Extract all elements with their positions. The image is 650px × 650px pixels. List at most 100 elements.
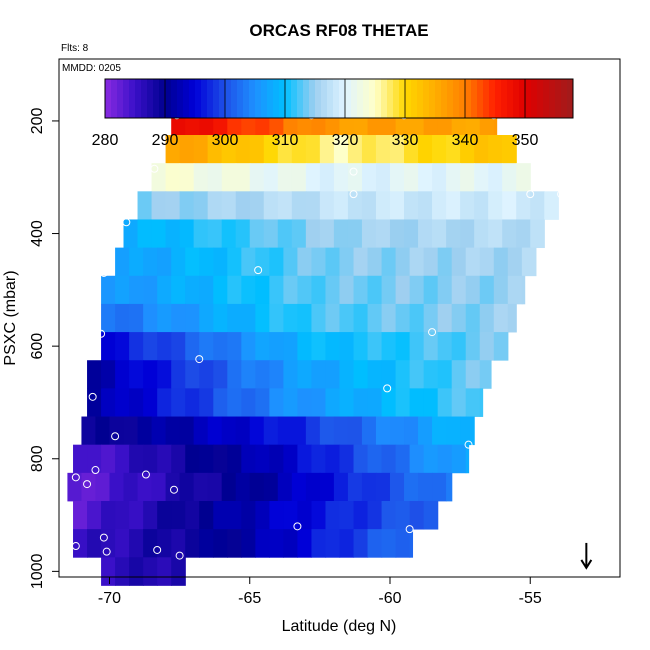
heatmap-cell	[129, 247, 144, 277]
colorbar-cell	[309, 79, 316, 118]
heatmap-cell	[423, 360, 439, 389]
heatmap-cell	[101, 500, 116, 530]
heatmap-cell	[488, 191, 503, 220]
observation-points	[71, 111, 566, 560]
heatmap-cell	[451, 388, 467, 417]
heatmap-cell	[530, 219, 545, 249]
colorbar-cell	[297, 79, 304, 118]
heatmap-cell	[297, 247, 313, 277]
heatmap-cell	[367, 388, 383, 417]
colorbar-cell	[369, 79, 376, 118]
heatmap-cell	[157, 247, 172, 277]
heatmap-cell	[123, 219, 139, 249]
heatmap-cell	[367, 500, 383, 530]
heatmap-cell	[277, 163, 293, 192]
colorbar-cell	[507, 79, 514, 118]
heatmap-cell	[451, 303, 467, 333]
heatmap-cell	[213, 275, 228, 305]
heatmap-cell	[185, 332, 200, 361]
heatmap-cell	[395, 275, 411, 305]
heatmap-cell	[389, 135, 405, 164]
heatmap-cell	[283, 500, 299, 530]
heatmap-cell	[193, 191, 209, 220]
heatmap-cell	[333, 472, 349, 502]
heatmap-cell	[143, 275, 158, 305]
x-tick-label: -70	[98, 590, 121, 607]
heatmap-cell	[418, 219, 433, 249]
colorbar-frame	[104, 78, 574, 119]
heatmap-cell	[339, 247, 355, 277]
heatmap-cell	[291, 472, 307, 502]
heatmap-cell	[319, 163, 335, 192]
observation-point	[254, 266, 263, 275]
colorbar-cell	[303, 79, 310, 118]
colorbar-tick-label: 350	[512, 132, 539, 149]
observation-point	[88, 392, 97, 401]
heatmap-cell	[423, 332, 439, 361]
heatmap-cell	[319, 191, 335, 220]
colorbar-cell	[189, 79, 196, 118]
heatmap-cell	[185, 247, 200, 277]
heatmap-cell	[213, 529, 228, 558]
heatmap-cell	[129, 388, 144, 417]
heatmap-cell	[319, 135, 335, 164]
colorbar-cell	[375, 79, 382, 118]
heatmap-cell	[353, 444, 369, 474]
heatmap-cell	[521, 247, 537, 277]
heatmap-cell	[339, 500, 355, 530]
heatmap-cell	[73, 500, 88, 530]
colorbar-cell	[447, 79, 454, 118]
colorbar-cell	[399, 79, 406, 118]
heatmap-cell	[227, 275, 242, 305]
y-axis-label: PSXC (mbar)	[2, 270, 19, 365]
colorbar-cell	[117, 79, 124, 118]
heatmap-cell	[185, 303, 200, 333]
y-tick-label: 1000	[29, 553, 46, 589]
heatmap-cell	[325, 500, 341, 530]
colorbar-tick-label: 340	[452, 132, 479, 149]
heatmap-cell	[129, 303, 144, 333]
heatmap-cell	[227, 500, 242, 530]
heatmap-cell	[502, 219, 517, 249]
heatmap-cell	[207, 191, 223, 220]
colorbar-cell	[333, 79, 340, 118]
colorbar-cell	[225, 79, 232, 118]
heatmap-cell	[283, 303, 299, 333]
heatmap-cell	[115, 500, 130, 530]
heatmap-cell	[269, 500, 284, 530]
heatmap-cell	[381, 388, 397, 417]
colorbar-cell	[423, 79, 430, 118]
colorbar-cell	[273, 79, 280, 118]
heatmap-cell	[179, 472, 195, 502]
heatmap-cell	[171, 388, 186, 417]
y-axis: 200 400 600 800 1000	[29, 107, 59, 589]
heatmap-cell	[199, 388, 214, 417]
heatmap-cell	[544, 191, 559, 220]
heatmap-cell	[465, 388, 481, 417]
heatmap-cell	[263, 163, 279, 192]
heatmap-cell	[361, 219, 377, 249]
heatmap-cell	[460, 163, 475, 192]
observation-point	[170, 485, 178, 494]
heatmap-cell	[115, 388, 130, 417]
heatmap-cell	[381, 529, 397, 558]
colorbar-cell	[489, 79, 496, 118]
heatmap-cell	[249, 135, 265, 164]
colorbar-cell	[255, 79, 262, 118]
heatmap-cell	[221, 163, 237, 192]
heatmap-cell	[235, 416, 251, 446]
heatmap-cell	[361, 135, 377, 164]
colorbar-cell	[147, 79, 154, 118]
heatmap-cell	[389, 163, 405, 192]
heatmap-cell	[367, 275, 383, 305]
heatmap-cell	[305, 219, 321, 249]
colorbar-tick-label: 290	[152, 132, 179, 149]
heatmap-cell	[207, 219, 223, 249]
y-tick-label: 400	[29, 220, 46, 247]
heatmap-cell	[404, 191, 419, 220]
colorbar-cell	[561, 79, 568, 118]
heatmap-cell	[451, 444, 467, 474]
heatmap-cell	[179, 163, 195, 192]
observation-point	[141, 470, 150, 479]
heatmap-cell	[255, 332, 270, 361]
